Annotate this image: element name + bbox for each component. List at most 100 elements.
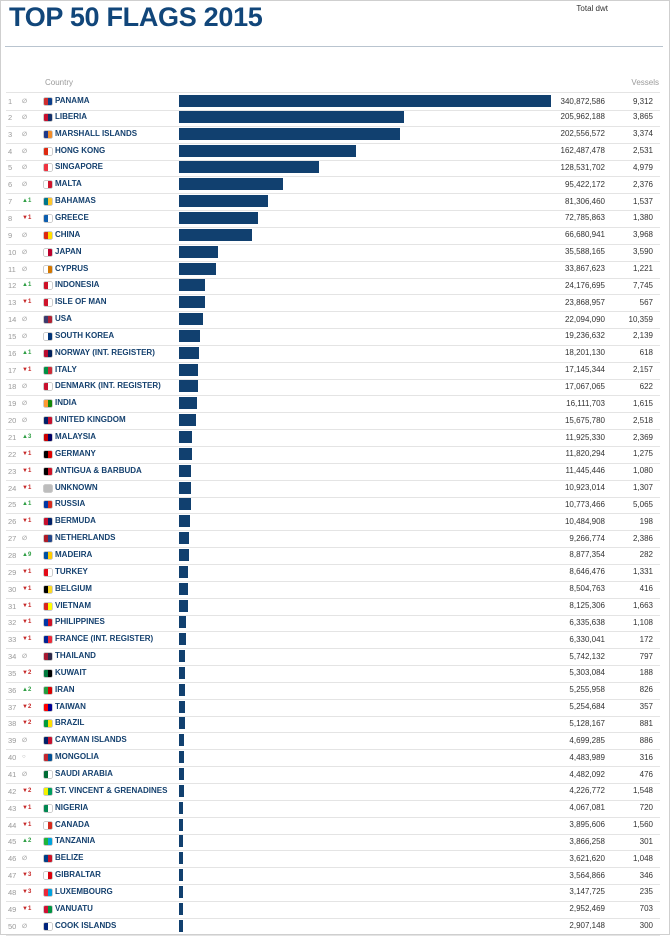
country-name: VIETNAM [55,600,91,610]
rank-number: 17 [8,365,17,375]
column-header-vessels: Vessels [631,78,659,87]
country-name: DENMARK (INT. REGISTER) [55,381,161,391]
rank-number: 7 [8,197,13,207]
rank-unchanged-icon: ∅ [22,165,28,172]
total-dwt-value: 4,067,081 [569,803,605,813]
table-row: 22 ▼1 GERMANY 11,820,294 1,275 [6,446,660,464]
rank-unchanged-icon: ∅ [22,856,28,863]
rank-number: 10 [8,247,17,257]
vessels-value: 1,307 [632,483,653,493]
rank-up-icon: ▲9 [22,551,32,558]
rank-number: 40 [8,753,17,763]
table-row: 37 ▼2 TAIWAN 5,254,684 357 [6,699,660,717]
flag-icon [44,484,52,492]
table-row: 43 ▼1 NIGERIA 4,067,081 720 [6,800,660,818]
country-name: THAILAND [55,651,96,661]
total-dwt-value: 6,335,638 [569,617,605,627]
total-dwt-value: 95,422,172 [564,179,605,189]
total-dwt-value: 16,111,703 [566,398,605,408]
total-dwt-value: 18,201,130 [564,348,605,358]
dwt-bar [179,532,190,545]
country-name: MADEIRA [55,549,93,559]
rank-unchanged-icon: ∅ [22,317,28,324]
dwt-bar [179,515,191,528]
vessels-value: 567 [639,297,653,307]
rank-number: 5 [8,163,13,173]
flag-icon [44,400,52,408]
flag-icon [44,703,52,711]
total-dwt-value: 22,094,090 [564,314,605,324]
total-dwt-value: 3,621,620 [569,853,605,863]
dwt-bar [179,768,184,780]
total-dwt-value: 8,125,306 [569,601,605,610]
country-name: MONGOLIA [55,752,99,762]
flag-icon [44,737,52,745]
vessels-value: 416 [639,584,653,594]
total-dwt-value: 10,773,466 [564,499,605,509]
dwt-bar [179,650,186,663]
table-row: 7 ▲1 BAHAMAS 81,306,460 1,537 [6,193,660,212]
table-row: 6 ∅ MALTA 95,422,172 2,376 [6,176,660,195]
dwt-bar [179,95,551,107]
vessels-value: 198 [639,516,653,526]
vessels-value: 720 [639,803,653,813]
rank-change-value: 1 [27,198,32,205]
country-name: PHILIPPINES [55,617,105,627]
table-row: 24 ▼1 UNKNOWN 10,923,014 1,307 [6,480,660,498]
vessels-value: 1,048 [632,853,653,863]
country-name: HONG KONG [55,145,106,155]
rank-change-value: 1 [27,585,32,592]
dwt-bar [179,279,206,292]
rank-number: 28 [8,550,17,560]
table-row: 36 ▲2 IRAN 5,255,958 826 [6,682,660,700]
rank-change-value: 1 [27,568,32,575]
total-dwt-value: 4,483,989 [569,752,605,762]
total-dwt-value: 5,255,958 [569,685,605,695]
rank-change-value: 2 [27,838,32,845]
table-row: 45 ▲2 TANZANIA 3,866,258 301 [6,833,660,852]
vessels-value: 622 [639,381,653,391]
rank-number: 34 [8,652,17,662]
vessels-value: 7,745 [632,280,653,290]
country-name: VANUATU [55,903,93,913]
rank-change-value: 1 [27,905,32,912]
table-row: 46 ∅ BELIZE 3,621,620 1,048 [6,850,660,869]
rank-unchanged-icon: ∅ [22,114,28,121]
rank-change-value: 2 [27,703,32,710]
rank-up-icon: ▲3 [22,434,32,440]
table-row: 17 ▼1 ITALY 17,145,344 2,157 [6,362,660,380]
column-header-country: Country [45,78,74,87]
total-dwt-value: 202,556,572 [560,129,606,139]
rank-down-icon: ▼3 [22,888,32,895]
vessels-value: 1,615 [632,398,653,408]
flag-icon [44,467,52,475]
vessels-value: 797 [639,651,653,661]
country-name: LUXEMBOURG [55,886,113,896]
dwt-bar [179,666,185,679]
rank-unchanged-icon: ∅ [22,772,28,778]
table-row: 25 ▲1 RUSSIA 10,773,466 5,065 [6,496,660,515]
dwt-bar [179,464,192,477]
total-dwt-value: 11,925,330 [565,432,605,442]
vessels-value: 476 [639,769,653,779]
table-row: 20 ∅ UNITED KINGDOM 15,675,780 2,518 [6,412,660,431]
dwt-bar [179,751,184,764]
rank-unchanged-icon: ∅ [22,249,28,256]
rank-change-value: 2 [27,686,32,693]
rank-down-icon: ▼1 [22,214,32,221]
vessels-value: 1,221 [632,264,653,273]
flag-icon [44,720,52,728]
flag-icon [44,804,52,812]
dwt-bar [179,380,198,393]
flag-icon [44,551,52,559]
vessels-value: 618 [639,348,653,358]
rank-number: 39 [8,736,17,746]
dwt-bar [179,329,200,342]
country-name: BAHAMAS [55,196,96,206]
dwt-bar [179,127,401,140]
flag-icon [44,619,52,627]
rank-number: 41 [8,770,17,779]
flag-icon [44,332,52,340]
vessels-value: 2,369 [632,432,653,442]
country-name: CYPRUS [55,263,89,273]
